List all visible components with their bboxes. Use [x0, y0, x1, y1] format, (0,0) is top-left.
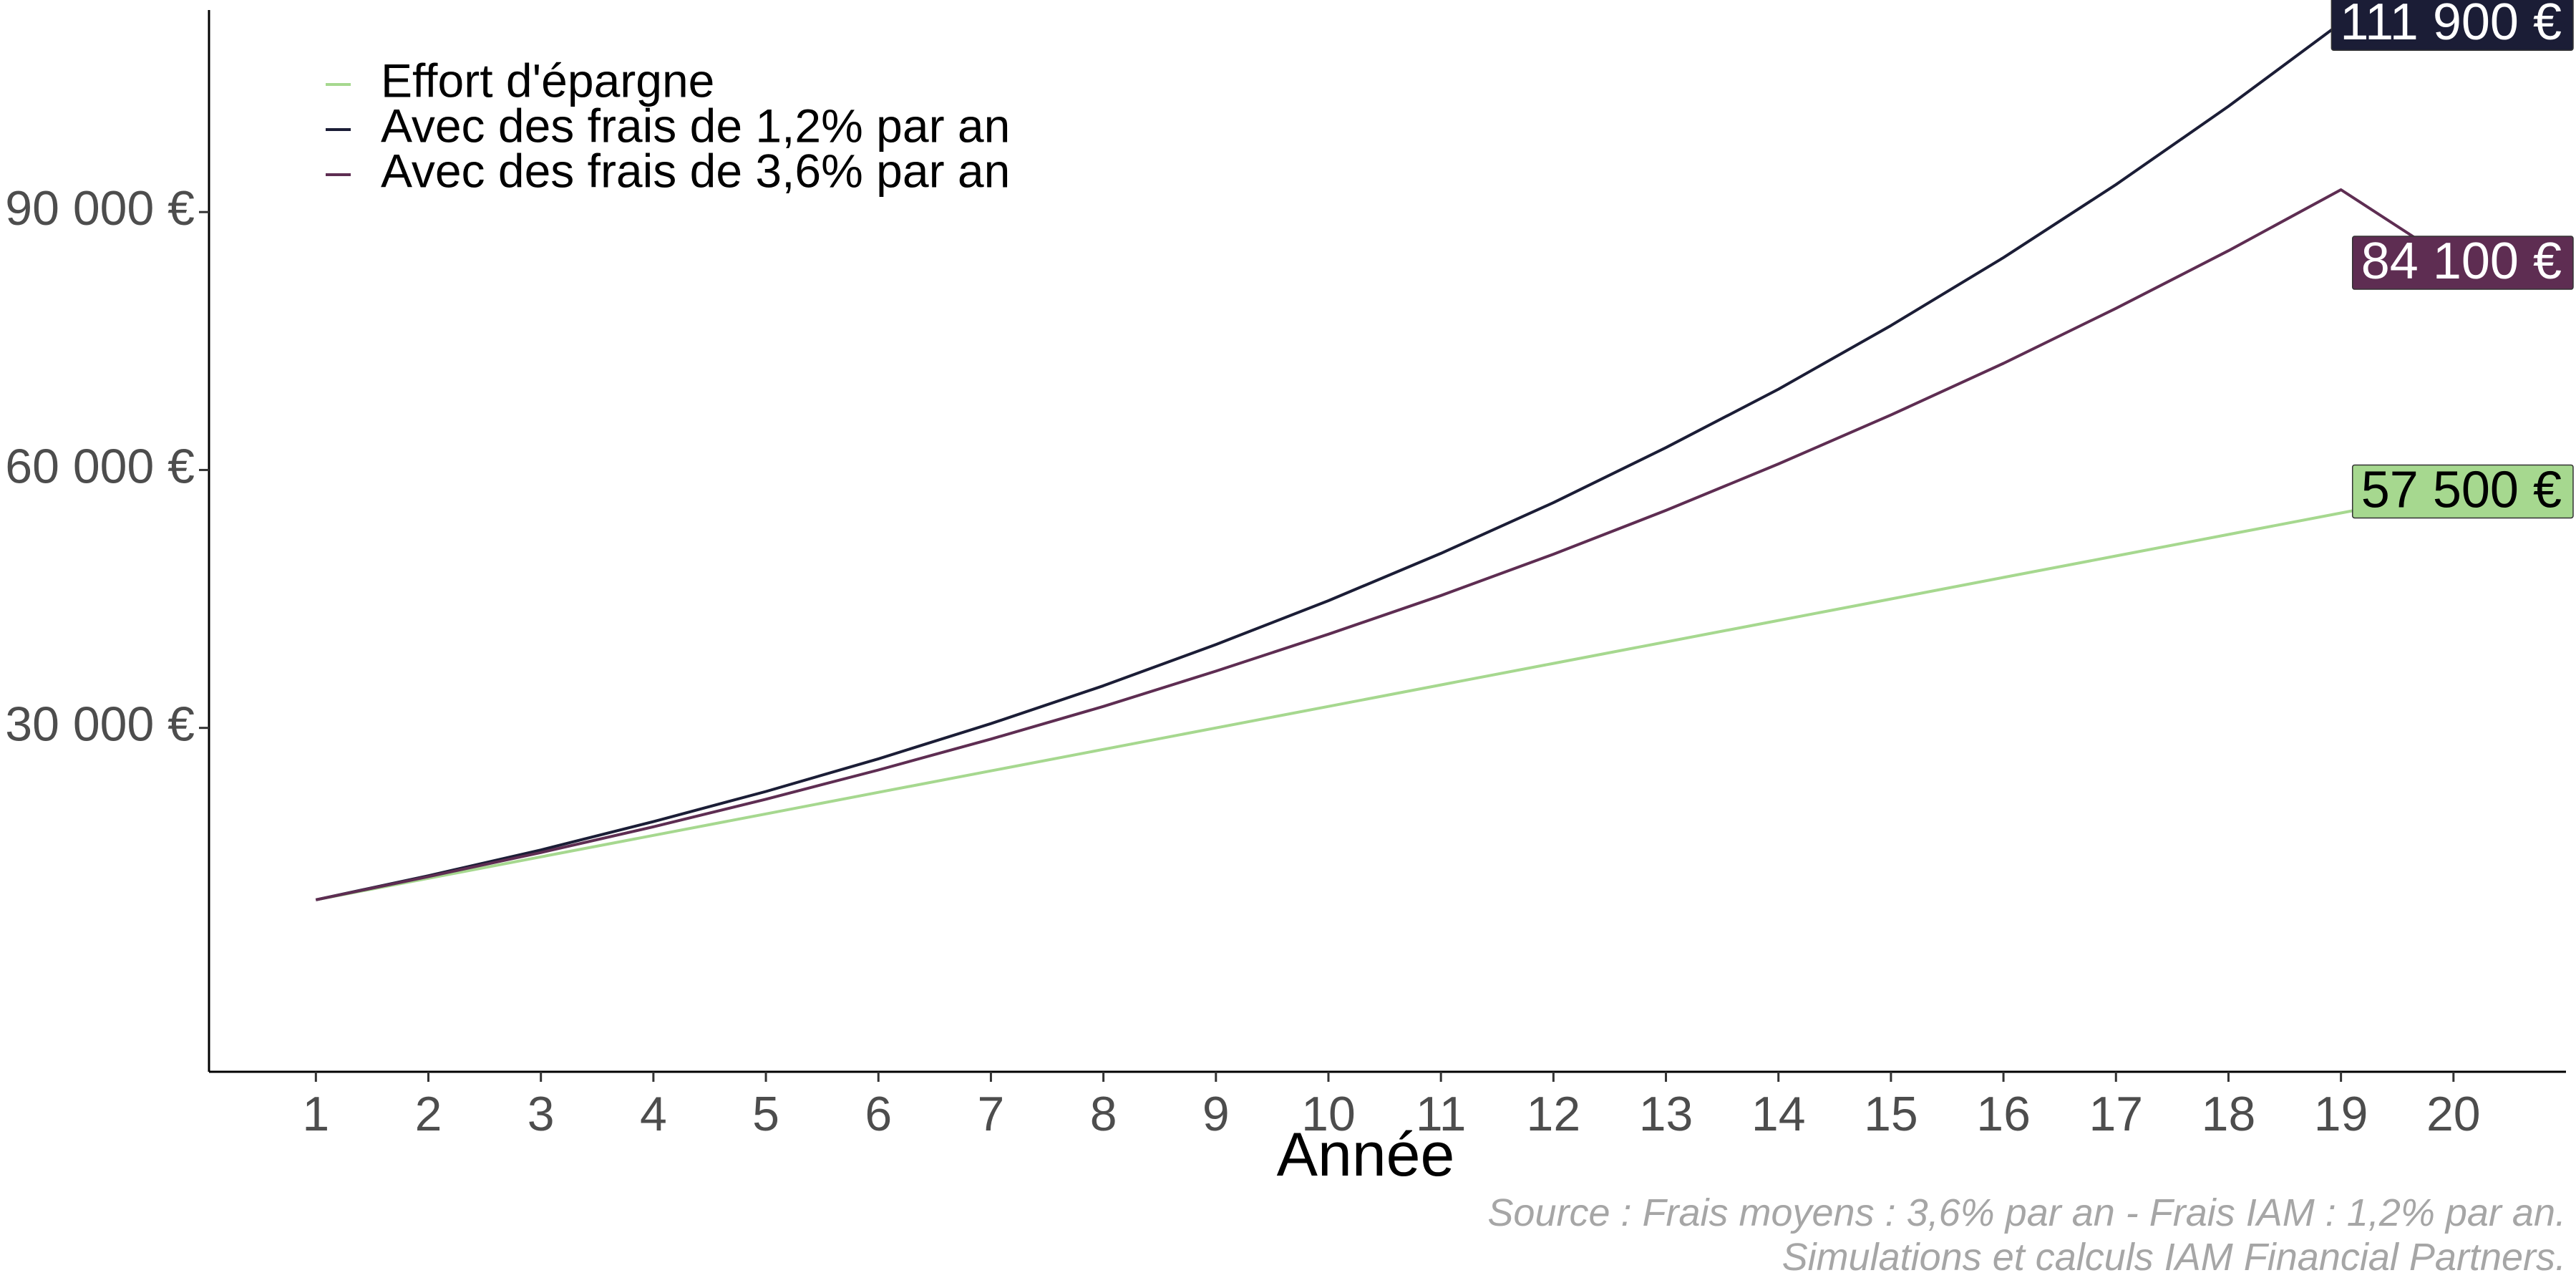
- x-tick-label: 13: [1639, 1087, 1693, 1141]
- end-label-box: [2330, 0, 2574, 51]
- end-label-1: 57 500 €: [2351, 461, 2574, 519]
- legend-label-1: Effort d'épargne: [381, 54, 714, 107]
- x-tick-label: 20: [2426, 1087, 2481, 1141]
- caption-source: Source : Frais moyens : 3,6% par an - Fr…: [1487, 1191, 2566, 1234]
- y-tick-label: 60 000 €: [5, 439, 195, 493]
- x-ticks: 1 2 3 4 5 6 7 8 9 10 11 12 13 14 15 16 17 18 19 20: [302, 1072, 2481, 1141]
- legend-label-2: Avec des frais de 1,2% par an: [381, 99, 1010, 152]
- x-tick-label: 4: [640, 1087, 667, 1141]
- end-label-box: [2351, 464, 2574, 519]
- x-tick-label: 12: [1527, 1087, 1581, 1141]
- x-tick-label: 14: [1751, 1087, 1806, 1141]
- x-tick-label: 18: [2202, 1087, 2256, 1141]
- x-tick-label: 19: [2314, 1087, 2368, 1141]
- y-ticks: 30 000 € 60 000 € 90 000 €: [5, 181, 209, 752]
- x-tick-label: 17: [2089, 1087, 2143, 1141]
- series-line-3: [315, 188, 2454, 901]
- series-line-1: [315, 490, 2454, 901]
- series-line-2: [315, 21, 2454, 901]
- x-tick-label: 7: [978, 1087, 1005, 1141]
- x-tick-label: 10: [1301, 1087, 1356, 1141]
- x-tick-label: 15: [1864, 1087, 1918, 1141]
- caption-credits: Simulations et calculs IAM Financial Par…: [1782, 1236, 2566, 1279]
- axes: [208, 10, 2566, 1073]
- x-tick-label: 11: [1416, 1087, 1467, 1141]
- end-label-box: [2351, 236, 2574, 290]
- end-label-text: 84 100 €: [2361, 233, 2562, 290]
- y-tick-label: 30 000 €: [5, 697, 195, 752]
- x-tick-label: 5: [752, 1087, 779, 1141]
- x-tick-label: 1: [302, 1087, 329, 1141]
- x-tick-label: 3: [528, 1087, 555, 1141]
- y-tick-label: 90 000 €: [5, 181, 195, 236]
- x-tick-label: 8: [1090, 1087, 1117, 1141]
- x-tick-label: 16: [1976, 1087, 2031, 1141]
- x-tick-label: 2: [415, 1087, 442, 1141]
- end-label-text: 111 900 €: [2340, 0, 2562, 51]
- x-tick-label: 9: [1202, 1087, 1230, 1141]
- end-label-2: 111 900 €: [2330, 0, 2574, 51]
- legend-label-3: Avec des frais de 3,6% par an: [381, 144, 1010, 197]
- end-label-3: 84 100 €: [2351, 233, 2574, 290]
- series-lines: [315, 21, 2454, 901]
- end-labels: 57 500 € 111 900 € 84 100 €: [2330, 0, 2574, 519]
- x-tick-label: 6: [865, 1087, 892, 1141]
- end-label-text: 57 500 €: [2361, 461, 2562, 518]
- x-axis-title: Année: [1277, 1120, 1455, 1189]
